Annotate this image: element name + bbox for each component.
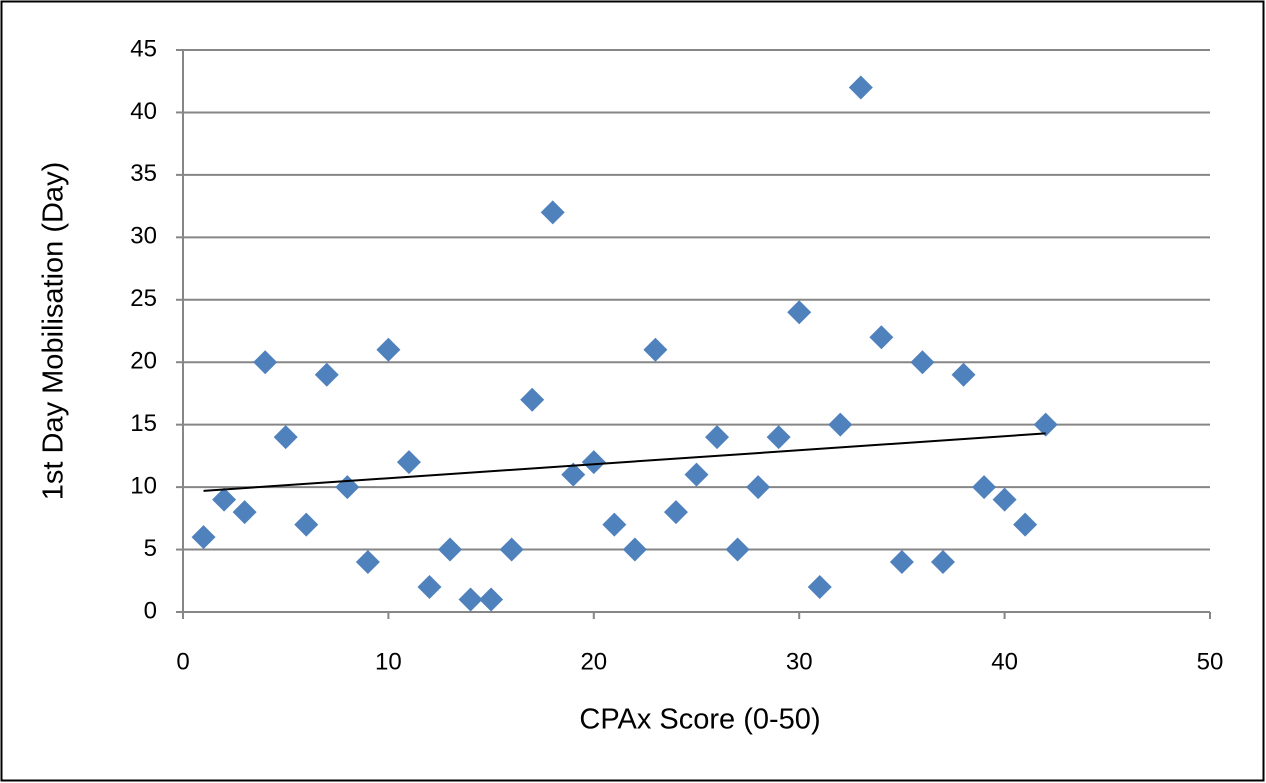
marker: [417, 575, 442, 600]
marker: [581, 450, 606, 475]
marker: [643, 337, 668, 362]
y-tick-label: 10: [130, 472, 157, 499]
marker: [355, 550, 380, 575]
y-tick-label: 45: [130, 35, 157, 62]
y-tick-label: 15: [130, 410, 157, 437]
marker: [951, 362, 976, 387]
marker: [273, 425, 298, 450]
marker: [540, 200, 565, 225]
marker: [684, 462, 709, 487]
x-tick-label: 40: [991, 648, 1018, 675]
marker: [848, 75, 873, 100]
marker: [479, 587, 504, 612]
marker: [807, 575, 832, 600]
y-tick-label: 25: [130, 285, 157, 312]
marker: [869, 325, 894, 350]
y-tick-label: 20: [130, 348, 157, 375]
marker: [705, 425, 730, 450]
marker: [972, 475, 997, 500]
y-tick-label: 5: [144, 535, 157, 562]
y-axis-title: 1st Day Mobilisation (Day): [38, 162, 70, 500]
marker: [992, 487, 1017, 512]
marker: [602, 512, 627, 537]
y-tick-label: 0: [144, 597, 157, 624]
marker: [1013, 512, 1038, 537]
marker: [889, 550, 914, 575]
x-tick-label: 30: [786, 648, 813, 675]
marker: [314, 362, 339, 387]
marker: [520, 387, 545, 412]
marker: [828, 412, 853, 437]
marker: [253, 350, 278, 375]
marker: [561, 462, 586, 487]
marker: [1033, 412, 1058, 437]
marker: [396, 450, 421, 475]
trendline: [203, 432, 1046, 492]
marker: [622, 537, 647, 562]
marker: [232, 500, 257, 525]
marker: [191, 525, 216, 550]
x-axis-title: CPAx Score (0-50): [579, 704, 820, 736]
marker: [725, 537, 750, 562]
x-tick-label: 50: [1197, 648, 1224, 675]
marker: [930, 550, 955, 575]
y-tick-label: 30: [130, 223, 157, 250]
marker: [376, 337, 401, 362]
marker: [766, 425, 791, 450]
x-tick-label: 0: [176, 648, 189, 675]
marker: [746, 475, 771, 500]
marker: [910, 350, 935, 375]
marker: [438, 537, 463, 562]
marker: [458, 587, 483, 612]
marker: [499, 537, 524, 562]
marker: [663, 500, 688, 525]
marker: [294, 512, 319, 537]
y-tick-label: 40: [130, 98, 157, 125]
y-tick-label: 35: [130, 160, 157, 187]
x-tick-label: 10: [375, 648, 402, 675]
marker: [787, 300, 812, 325]
marker: [212, 487, 237, 512]
x-tick-label: 20: [580, 648, 607, 675]
